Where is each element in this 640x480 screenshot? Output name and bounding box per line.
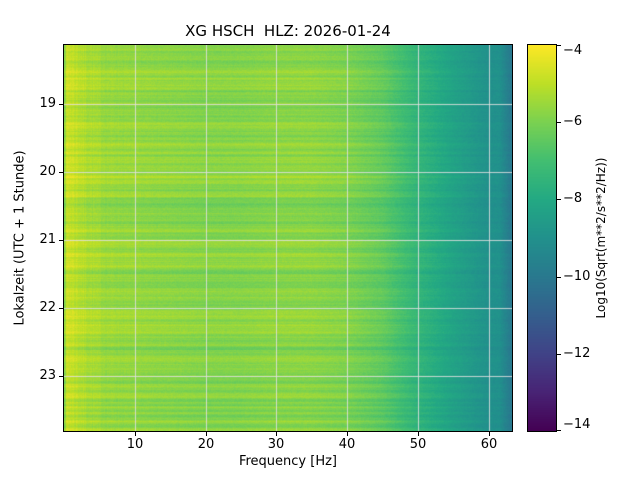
- x-tick-mark: [418, 432, 419, 436]
- y-tick-label: 22: [39, 300, 56, 315]
- colorbar-tick-label: −10: [563, 269, 591, 284]
- x-tick-mark: [135, 432, 136, 436]
- x-tick-label: 20: [197, 437, 215, 452]
- y-tick-mark: [59, 308, 63, 309]
- x-tick-label: 40: [338, 437, 356, 452]
- x-tick-mark: [347, 432, 348, 436]
- colorbar-tick-label: −14: [563, 417, 591, 432]
- colorbar-tick-mark: [557, 354, 561, 355]
- y-tick-label: 21: [39, 232, 56, 247]
- y-axis-label: Lokalzeit (UTC + 1 Stunde): [12, 150, 28, 326]
- y-tick-mark: [59, 240, 63, 241]
- colorbar-tick-mark: [557, 45, 561, 46]
- x-tick-label: 10: [126, 437, 144, 452]
- figure-title: XG HSCH HLZ: 2026-01-24: [185, 22, 391, 40]
- y-tick-label: 19: [39, 96, 56, 111]
- colorbar-tick-mark: [557, 430, 561, 431]
- x-tick-mark: [489, 432, 490, 436]
- colorbar-tick-mark: [557, 122, 561, 123]
- x-tick-mark: [276, 432, 277, 436]
- x-tick-label: 50: [409, 437, 427, 452]
- x-axis-label: Frequency [Hz]: [238, 454, 338, 469]
- colorbar-tick-mark: [557, 277, 561, 278]
- colorbar-tick-label: −8: [563, 191, 583, 206]
- x-tick-label: 30: [267, 437, 285, 452]
- spectrogram-image: [63, 44, 513, 432]
- y-tick-mark: [59, 104, 63, 105]
- y-tick-label: 23: [39, 368, 56, 383]
- y-tick-mark: [59, 172, 63, 173]
- colorbar-label: Log10(Sqrt(m**2/s**2/Hz)): [594, 157, 608, 319]
- y-tick-label: 20: [39, 164, 56, 179]
- colorbar-tick-label: −6: [563, 114, 583, 129]
- colorbar: [527, 44, 557, 432]
- y-tick-mark: [59, 376, 63, 377]
- colorbar-tick-label: −12: [563, 346, 591, 361]
- colorbar-tick-mark: [557, 199, 561, 200]
- x-tick-label: 60: [480, 437, 498, 452]
- colorbar-tick-label: −4: [563, 43, 583, 58]
- x-tick-mark: [206, 432, 207, 436]
